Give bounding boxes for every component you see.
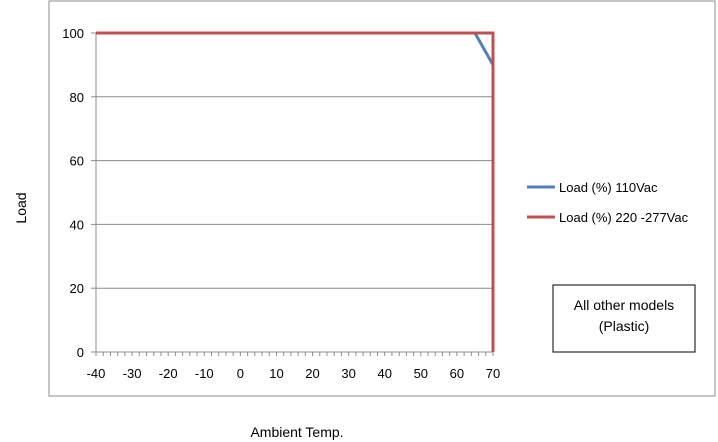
x-tick-label: -10 (195, 366, 214, 381)
y-tick-label: 80 (70, 90, 84, 105)
y-tick-labels: 0 20 40 60 80 100 (62, 26, 84, 360)
x-tick-labels: -40 -30 -20 -10 0 10 20 30 40 50 60 70 (87, 366, 501, 381)
annotation-line-2: (Plastic) (599, 318, 650, 334)
y-tick-label: 100 (62, 26, 84, 41)
x-tick-label: 10 (269, 366, 283, 381)
x-tick-label: -20 (159, 366, 178, 381)
axes (91, 32, 494, 356)
legend: Load (%) 110Vac Load (%) 220 -277Vac (527, 180, 689, 225)
x-tick-label: 30 (341, 366, 355, 381)
x-tick-label: 70 (486, 366, 500, 381)
y-tick-label: 0 (77, 345, 84, 360)
x-tick-label: -40 (87, 366, 106, 381)
annotation-line-1: All other models (574, 297, 674, 313)
series-line-2 (96, 31, 495, 352)
annotation-box (552, 284, 696, 353)
legend-label-1: Load (%) 110Vac (559, 180, 658, 195)
x-tick-label: 20 (305, 366, 319, 381)
x-tick-label: 60 (450, 366, 464, 381)
y-tick-label: 60 (70, 154, 84, 169)
x-axis-title: Ambient Temp. (250, 424, 343, 440)
x-tick-label: -30 (123, 366, 142, 381)
x-tick-label: 50 (414, 366, 428, 381)
x-tick-label: 40 (377, 366, 391, 381)
y-tick-label: 40 (70, 217, 84, 232)
x-tick-label: 0 (237, 366, 244, 381)
series-lines (96, 31, 495, 352)
y-axis-title: Load (13, 192, 29, 223)
legend-label-2: Load (%) 220 -277Vac (559, 210, 689, 225)
y-tick-label: 20 (70, 281, 84, 296)
